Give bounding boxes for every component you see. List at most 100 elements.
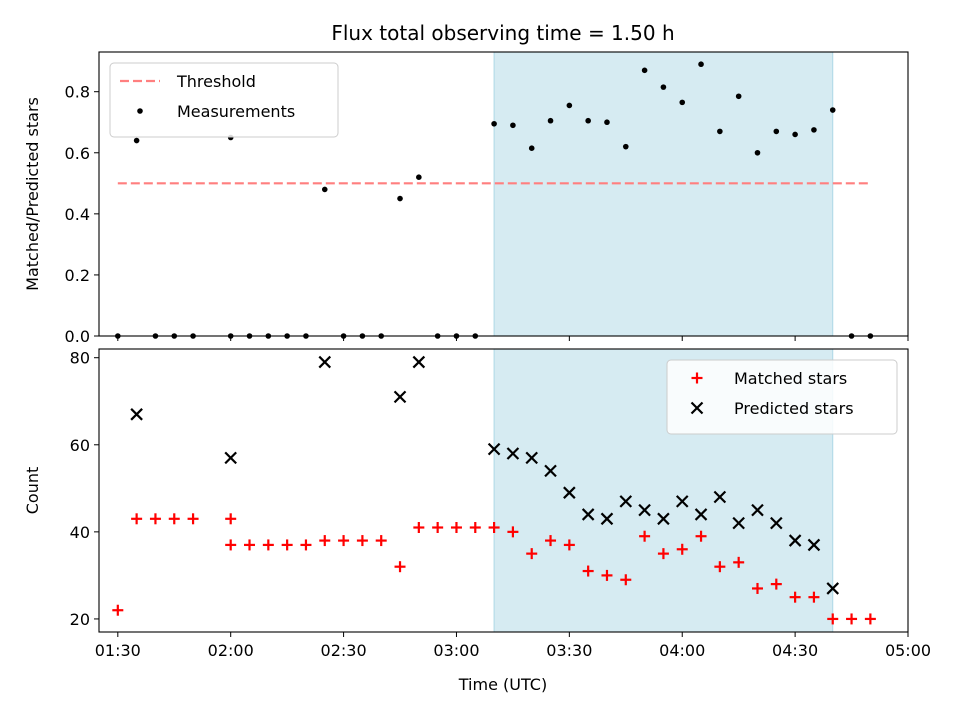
panel2-legend: Matched stars Predicted stars [666,359,898,435]
panel1-series1-point-11 [321,186,328,193]
panel2-series2-point-22 [807,538,821,552]
panel2-series1-point-20 [488,522,500,534]
panel1-series1-point-15 [397,195,403,202]
panel2-series2-point-0 [130,408,143,421]
panel2-series2-point-19-b [751,503,764,517]
panel2-series2-point-17 [713,490,727,504]
panel2-series1-point-27 [620,574,632,586]
panel2-y-tick-label-2: 60 [70,436,90,455]
panel1-legend-label-0: Threshold [176,72,256,91]
panel2-series2-point-15 [675,495,689,508]
panel2-series1-point-12 [338,535,350,547]
panel1-legend-box [109,62,339,138]
panel2-legend-label-0: Matched stars [734,369,847,388]
panel1-legend-key-1 [137,108,143,114]
panel2-series1-point-29 [657,548,669,560]
bottom-panel: 20 40 60 80 01:30 02:00 02:30 03:00 03:30 04:00 04… [23,348,931,660]
x-tick-label-7: 05:00 [885,641,931,660]
panel2-series2-point-11-b [600,512,614,526]
panel1-shaded-interval [493,51,834,337]
panel2-series1-point-18 [450,522,462,534]
panel2-legend-key-1 [690,401,704,415]
panel2-series1-point-38 [827,613,839,625]
panel1-series1-point-24 [566,102,573,109]
x-tick-label-0: 01:30 [95,641,141,660]
panel1-series1-point-37 [811,127,817,133]
panel1-series1-point-30 [679,99,686,106]
panel1-series1-point-25 [585,117,591,124]
panel1-axes-frame [98,51,909,337]
panel2-series2-point-7 [525,451,538,465]
x-tick-label-4: 03:30 [546,641,592,660]
panel2-series1-point-0 [112,604,124,616]
panel1-series1-point-33 [735,93,742,100]
panel2-legend-label-1: Predicted stars [734,399,854,418]
panel2-series1-point-13 [356,535,368,547]
panel2-legend-key-0 [691,372,703,384]
panel2-series1-point-8 [262,539,274,551]
panel1-series1-point-26 [604,119,610,126]
panel1-series1-point-20 [491,120,497,127]
x-tick-label-6: 04:30 [772,641,818,660]
panel2-series1-point-11 [319,535,331,547]
panel2-series2-point-19 [751,503,764,517]
panel2-series1-point-32 [714,561,726,573]
panel2-series1-point-7 [244,539,256,551]
panel2-series2-point-13 [638,503,651,517]
panel2-series1-point-34 [751,582,763,594]
panel2-series1-point-2 [149,513,161,525]
panel2-series1-point-1 [131,513,143,525]
panel2-series2-point-18-b [732,516,745,530]
panel2-series2-point-6 [506,447,520,460]
panel2-series2-point-8-b [544,464,557,478]
panel2-series2-point-4-b [412,355,426,369]
panel1-series1-point-38 [829,107,836,113]
panel1-series1-point-32 [717,128,723,135]
panel2-axes-frame [98,348,909,633]
panel2-y-tick-label-0: 20 [70,610,90,629]
panel1-y-tick-label-0: 0.0 [65,327,90,346]
panel1-y-tick-label-3: 0.6 [65,144,90,163]
panel1-y-axis-label: Matched/Predicted stars [23,97,42,291]
panel2-series2-point-2-b [318,355,332,369]
panel2-series2-point-23-b [826,582,840,595]
panel1-series1-point-23 [547,117,554,124]
panel2-y-axis-label: Count [23,467,42,515]
panel1-legend-label-1: Measurements [177,102,295,121]
panel2-series2-point-13-b [638,503,651,517]
panel2-series2-point-9 [563,486,576,499]
x-tick-label-5: 04:00 [659,641,705,660]
panel2-series1-point-31 [695,530,707,542]
panel2-series2-point-17-b [713,490,727,504]
panel2-series1-point-33 [733,556,745,568]
panel2-series2-point-12-b [619,495,633,508]
panel1-series1-point-28 [641,67,648,74]
panel2-series1-point-22 [526,548,538,560]
panel1-series1-point-31 [698,61,704,68]
panel1-y-tick-label-4: 0.8 [65,83,90,102]
panel2-series1-point-5 [225,513,237,525]
chart-title: Flux total observing time = 1.50 h [331,21,674,45]
panel2-series1-point-6 [225,539,237,551]
panel2-series1-point-35 [770,578,782,590]
panel2-series2-point-14 [657,512,670,526]
panel1-series1-point-36 [792,131,798,138]
panel2-series2-point-16-b [694,508,708,521]
panel2-legend-box [666,359,898,435]
panel2-series1-point-39 [846,613,858,625]
x-tick-label-1: 02:00 [208,641,254,660]
panel2-series2-point-4 [412,355,426,369]
panel2-series1-point-19 [469,522,481,534]
panel2-series1-point-3 [168,513,180,525]
panel2-series1-point-36 [789,591,801,603]
panel2-series2-point-1-b [224,451,237,465]
panel2-y-tick-label-3: 80 [70,349,90,368]
panel2-series2-point-15-b [675,495,689,508]
panel2-y-tick-label-1: 40 [70,523,90,542]
panel2-series1-point-26 [601,569,613,581]
panel2-series1-point-16 [413,522,425,534]
panel1-y-tick-label-2: 0.4 [65,205,90,224]
panel2-series2-point-5-b [487,442,501,456]
panel2-series2-point-23 [826,582,840,595]
